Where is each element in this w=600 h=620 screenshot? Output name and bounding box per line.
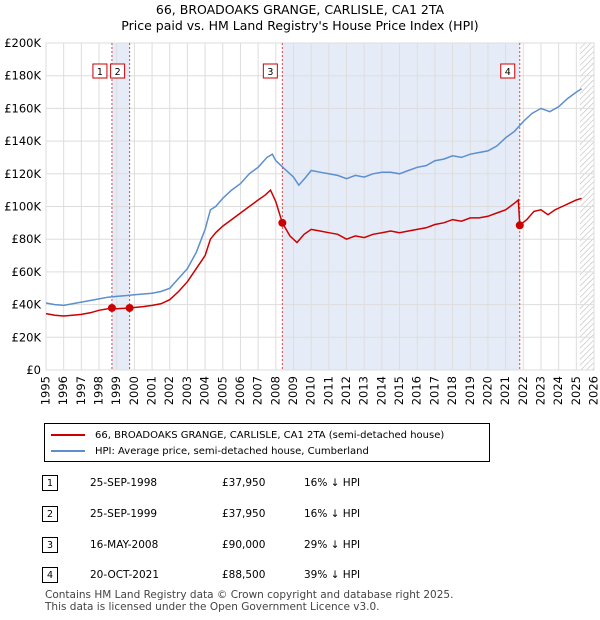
sale-price: £37,950 [222,508,266,520]
x-tick-label: 2017 [427,376,441,405]
x-tick-label: 2018 [445,376,459,405]
x-tick-label: 2000 [127,376,141,405]
y-tick-label: £200K [4,36,41,50]
sale-point [107,303,116,312]
x-tick-label: 2026 [587,376,600,405]
sale-row: 4 20-OCT-2021 £88,500 39% ↓ HPI [42,567,442,585]
legend-label-property: 66, BROADOAKS GRANGE, CARLISLE, CA1 2TA … [95,429,445,441]
sale-price: £90,000 [222,539,266,551]
sale-marker-label: 2 [115,67,121,78]
x-tick-label: 2023 [533,376,547,405]
sale-number: 2 [42,506,58,522]
y-tick-label: £180K [4,69,41,83]
sale-marker-box [110,63,126,79]
sale-hpi-diff: 16% ↓ HPI [304,477,361,489]
x-tick-label: 1996 [56,376,70,405]
y-tick-label: £0 [26,363,41,377]
x-tick-label: 2012 [339,376,353,405]
sale-number: 3 [42,537,58,553]
x-tick-label: 2005 [215,376,229,405]
x-tick-label: 2004 [198,376,212,405]
sale-point [278,218,287,227]
x-tick-label: 2021 [498,376,512,405]
sale-marker-label: 1 [97,67,103,78]
sale-date: 25-SEP-1998 [90,477,158,489]
y-tick-label: £120K [4,167,41,181]
sale-row: 3 16-MAY-2008 £90,000 29% ↓ HPI [42,537,442,555]
x-tick-label: 1998 [92,376,106,405]
legend-swatch-property [51,434,85,436]
chart-title: 66, BROADOAKS GRANGE, CARLISLE, CA1 2TA [155,2,445,17]
x-tick-label: 2006 [233,376,247,405]
y-tick-label: £20K [12,330,42,344]
property-price-line [45,188,582,317]
legend-item-hpi: HPI: Average price, semi-detached house,… [51,444,369,458]
sale-point [515,221,524,230]
sale-date: 16-MAY-2008 [90,539,159,551]
x-tick-label: 2019 [463,376,477,405]
x-tick-label: 2002 [162,376,176,405]
x-tick-label: 2014 [374,376,388,405]
x-tick-label: 2007 [251,376,265,405]
sale-hpi-diff: 16% ↓ HPI [304,508,361,520]
sale-date: 25-SEP-1999 [90,508,158,520]
x-tick-label: 2003 [180,376,194,405]
sale-number: 1 [42,475,58,491]
x-tick-label: 2020 [480,376,494,405]
sale-price: £37,950 [222,477,266,489]
sale-price: £88,500 [222,569,266,581]
y-tick-label: £140K [4,134,41,148]
x-tick-label: 2010 [304,376,318,405]
x-tick-label: 2022 [516,376,530,405]
sale-marker-box [500,63,516,79]
y-tick-label: £100K [4,200,41,214]
x-tick-label: 1997 [74,376,88,405]
x-tick-label: 1995 [39,376,53,405]
x-tick-label: 2009 [286,376,300,405]
sale-row: 2 25-SEP-1999 £37,950 16% ↓ HPI [42,506,442,524]
x-tick-label: 2011 [321,376,335,405]
y-tick-label: £160K [4,101,41,115]
legend: 66, BROADOAKS GRANGE, CARLISLE, CA1 2TA … [44,423,490,462]
legend-swatch-hpi [51,450,85,452]
sale-number: 4 [42,567,58,583]
sale-date: 20-OCT-2021 [90,569,159,581]
footer: Contains HM Land Registry data © Crown c… [45,589,453,613]
hpi-line [45,88,582,307]
y-tick-label: £40K [12,298,42,312]
x-tick-label: 2008 [268,376,282,405]
chart-subtitle: Price paid vs. HM Land Registry's House … [121,18,479,33]
sale-hpi-diff: 29% ↓ HPI [304,539,361,551]
footer-license: This data is licensed under the Open Gov… [45,601,380,613]
x-tick-label: 1999 [109,376,123,405]
y-tick-label: £80K [12,232,42,246]
legend-item-property: 66, BROADOAKS GRANGE, CARLISLE, CA1 2TA … [51,428,444,442]
x-tick-label: 2016 [410,376,424,405]
sale-hpi-diff: 39% ↓ HPI [304,569,361,581]
y-tick-label: £60K [12,265,42,279]
footer-copyright: Contains HM Land Registry data © Crown c… [45,589,454,601]
x-tick-label: 2015 [392,376,406,405]
sale-marker-box [262,63,278,79]
sale-point [125,303,134,312]
price-chart: £0 £20K £40K £60K £80K £100K £120K £140K £160K £1… [4,36,600,405]
x-tick-label: 2024 [551,376,565,405]
legend-label-hpi: HPI: Average price, semi-detached house,… [95,445,369,457]
sale-marker-label: 4 [505,67,511,78]
sale-marker-label: 3 [267,67,273,78]
x-tick-label: 2013 [357,376,371,405]
x-tick-label: 2001 [145,376,159,405]
x-tick-label: 2025 [569,376,583,405]
sale-row: 1 25-SEP-1998 £37,950 16% ↓ HPI [42,475,442,493]
sale-marker-box [92,63,108,79]
